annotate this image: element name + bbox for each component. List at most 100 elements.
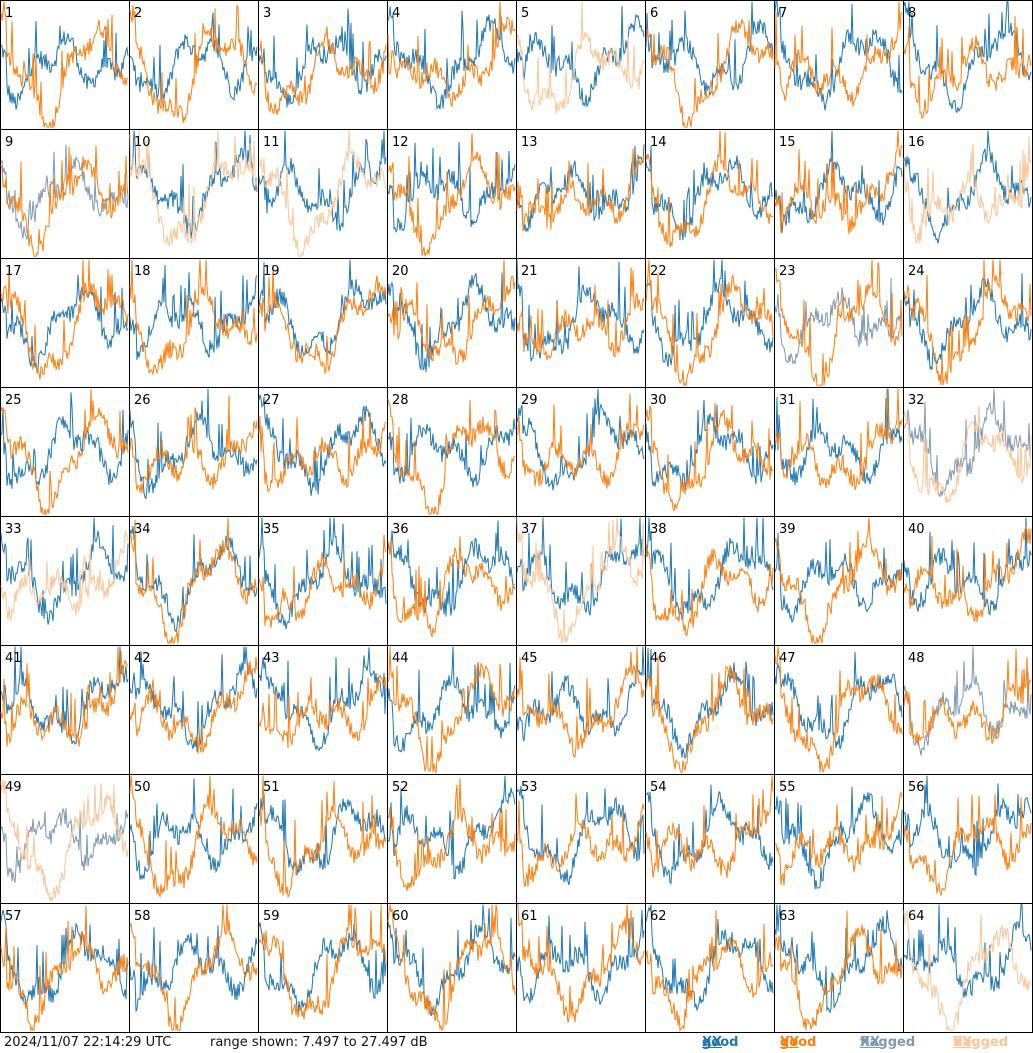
- tile-label: 22: [650, 264, 667, 279]
- tile-26: 26: [129, 387, 259, 517]
- tile-label: 7: [779, 6, 787, 21]
- series-yy-good: [129, 656, 258, 754]
- tile-label: 16: [908, 135, 925, 150]
- series-xx-flagged: [903, 388, 1032, 498]
- series-yy-good: [0, 1, 129, 128]
- series-xx-good: [129, 925, 258, 1012]
- tile-label: 21: [521, 264, 538, 279]
- tile-label: 46: [650, 651, 667, 666]
- tile-frame: [516, 0, 646, 130]
- tile-10: 10: [129, 129, 259, 259]
- tile-40: 40: [903, 516, 1033, 646]
- series-yy-good: [903, 16, 1032, 120]
- tile-label: 17: [5, 264, 22, 279]
- tile-33: 33: [0, 516, 130, 646]
- series-xx-good: [129, 388, 258, 500]
- series-xx-good: [258, 130, 387, 232]
- tile-label: 10: [134, 135, 151, 150]
- tile-label: 37: [521, 522, 538, 537]
- tile-label: 26: [134, 393, 151, 408]
- series-xx-good: [129, 646, 258, 752]
- tile-64: 64: [903, 903, 1033, 1033]
- tile-55: 55: [774, 774, 904, 904]
- tile-label: 25: [5, 393, 22, 408]
- tile-50: 50: [129, 774, 259, 904]
- series-xx-good: [516, 786, 645, 886]
- series-xx-good: [129, 12, 258, 105]
- tile-7: 7: [774, 0, 904, 130]
- tile-label: 56: [908, 780, 925, 795]
- tile-label: 54: [650, 780, 667, 795]
- series-xx-good: [903, 517, 1032, 616]
- series-yy-flagged: [903, 910, 1032, 1031]
- tile-label: 15: [779, 135, 796, 150]
- tile-8: 8: [903, 0, 1033, 130]
- series-xx-good: [387, 520, 516, 617]
- series-yy-good: [258, 534, 387, 629]
- series-xx-good: [516, 909, 645, 1005]
- tile-label: 36: [392, 522, 409, 537]
- series-yy-flagged: [516, 1, 645, 114]
- tile-label: 11: [263, 135, 280, 150]
- series-yy-good: [129, 775, 258, 899]
- tile-37: 37: [516, 516, 646, 646]
- tile-label: 39: [779, 522, 796, 537]
- series-yy-good: [0, 388, 129, 516]
- series-yy-flagged: [129, 130, 258, 248]
- tile-label: 4: [392, 6, 400, 21]
- series-xx-flagged: [774, 277, 903, 366]
- series-yy-good: [517, 904, 645, 1023]
- tile-60: 60: [387, 903, 517, 1033]
- series-yy-good: [645, 130, 774, 248]
- tile-17: 17: [0, 258, 130, 388]
- series-xx-good: [645, 517, 774, 621]
- tile-label: 8: [908, 6, 916, 21]
- tile-label: 62: [650, 909, 667, 924]
- series-xx-good: [0, 274, 129, 372]
- tile-label: 23: [779, 264, 796, 279]
- tile-13: 13: [516, 129, 646, 259]
- tile-label: 32: [908, 393, 925, 408]
- tile-label: 40: [908, 522, 925, 537]
- tile-46: 46: [645, 645, 775, 775]
- series-yy-good: [516, 148, 645, 232]
- tile-21: 21: [516, 258, 646, 388]
- series-yy-good: [258, 904, 387, 1020]
- series-yy-good: [645, 910, 774, 1032]
- series-yy-good: [774, 910, 903, 1031]
- tile-62: 62: [645, 903, 775, 1033]
- tile-18: 18: [129, 258, 259, 388]
- tile-32: 32: [903, 387, 1033, 517]
- tile-12: 12: [387, 129, 517, 259]
- series-xx-good: [258, 394, 387, 496]
- series-yy-good: [387, 259, 516, 366]
- tile-label: 28: [392, 393, 409, 408]
- tile-23: 23: [774, 258, 904, 388]
- tile-label: 29: [521, 393, 538, 408]
- series-yy-good: [258, 264, 387, 375]
- series-yy-good: [387, 778, 516, 892]
- series-yy-good: [645, 19, 774, 128]
- tile-label: 50: [134, 780, 151, 795]
- tile-label: 61: [521, 909, 538, 924]
- series-yy-good: [258, 414, 387, 493]
- series-yy-flagged: [0, 779, 129, 902]
- tile-47: 47: [774, 645, 904, 775]
- tile-51: 51: [258, 774, 388, 904]
- tile-label: 2: [134, 6, 142, 21]
- series-xx-good: [387, 272, 516, 373]
- tile-frame: [387, 0, 517, 130]
- series-yy-good: [516, 267, 645, 361]
- tile-label: 57: [5, 909, 22, 924]
- series-yy-good: [903, 648, 1032, 746]
- series-yy-good: [774, 130, 903, 235]
- tile-58: 58: [129, 903, 259, 1033]
- tile-label: 44: [392, 651, 409, 666]
- tile-label: 45: [521, 651, 538, 666]
- tile-label: 38: [650, 522, 667, 537]
- range-shown: range shown: 7.497 to 27.497 dB: [210, 1035, 428, 1050]
- tile-label: 52: [392, 780, 409, 795]
- tile-4: 4: [387, 0, 517, 130]
- tile-44: 44: [387, 645, 517, 775]
- series-xx-good: [645, 259, 774, 367]
